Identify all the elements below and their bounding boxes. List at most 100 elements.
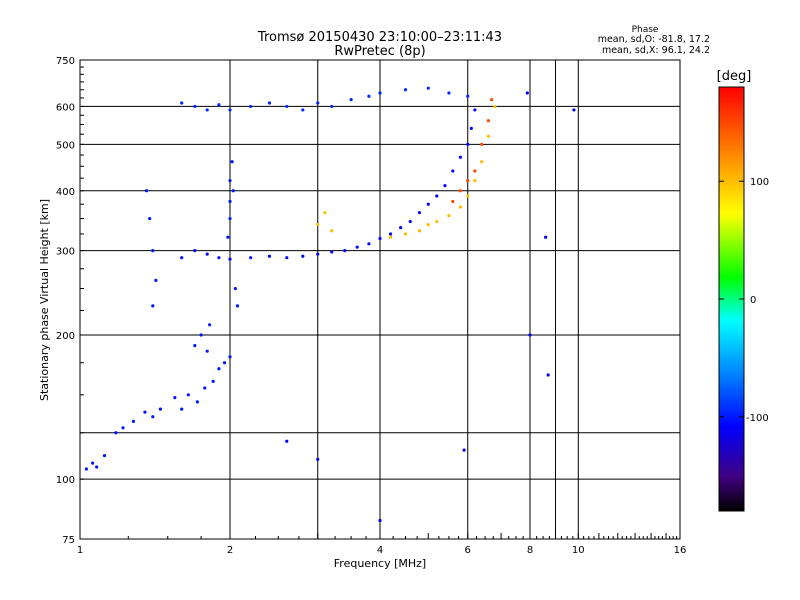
data-point (330, 229, 334, 233)
x-tick-label: 8 (527, 545, 533, 556)
data-point (228, 257, 232, 261)
data-point (316, 252, 320, 256)
data-point (466, 194, 470, 198)
data-point (466, 179, 470, 183)
data-point (301, 108, 305, 112)
data-point (285, 439, 289, 443)
data-point (228, 179, 232, 183)
data-point (469, 126, 473, 130)
data-point (230, 160, 234, 164)
data-point (84, 467, 88, 471)
x-axis-label: Frequency [MHz] (334, 557, 426, 570)
data-point (114, 431, 118, 435)
data-point (367, 94, 371, 98)
data-point (451, 169, 455, 173)
stats-x: mean, sd,X: 96.1, 24.2 (602, 45, 710, 56)
data-point (205, 252, 209, 256)
data-point (91, 461, 95, 465)
data-point (233, 286, 237, 291)
data-point (417, 229, 422, 233)
data-point (226, 235, 230, 239)
data-point (378, 518, 382, 523)
data-point (417, 211, 422, 215)
data-point (316, 222, 320, 227)
colorbar-ticks: 100 0 -100 (719, 177, 769, 424)
data-point (267, 254, 272, 258)
data-point (403, 232, 408, 236)
data-point (316, 101, 320, 105)
data-point (151, 415, 155, 419)
data-point (462, 448, 466, 452)
x-tick-label: 6 (465, 545, 471, 556)
data-point (466, 142, 470, 146)
data-point (473, 108, 477, 112)
data-point (205, 108, 209, 112)
data-points (84, 86, 576, 523)
data-point (330, 250, 334, 254)
data-point (355, 245, 359, 249)
x-tick-label: 2 (227, 545, 233, 556)
y-tick-label: 200 (56, 331, 75, 342)
data-point (447, 213, 451, 218)
data-point (378, 91, 382, 95)
data-point (193, 104, 197, 109)
data-point (249, 104, 253, 109)
data-point (451, 199, 455, 204)
data-point (235, 304, 240, 308)
data-point (480, 160, 484, 164)
data-point (205, 349, 209, 353)
data-point (195, 400, 199, 404)
data-point (193, 249, 197, 253)
data-point (228, 199, 232, 204)
y-tick-label: 75 (62, 535, 75, 546)
y-axis: 75 100 200 300 400 500 600 750 (56, 56, 84, 546)
data-point (473, 169, 477, 173)
data-point (207, 323, 212, 327)
data-point (330, 104, 334, 109)
data-point (458, 205, 463, 209)
data-point (544, 235, 548, 239)
data-point (525, 91, 529, 95)
x-tick-label: 1 (77, 545, 83, 556)
data-point (222, 361, 227, 365)
data-point (408, 219, 412, 224)
data-point (486, 134, 490, 138)
data-point (480, 142, 484, 146)
data-point (388, 235, 393, 239)
grid-lines (80, 60, 680, 539)
data-point (572, 108, 576, 112)
data-point (186, 393, 190, 397)
data-point (323, 211, 327, 215)
data-point (388, 232, 393, 236)
data-point (217, 256, 221, 260)
data-point (403, 88, 408, 92)
data-point (349, 97, 353, 102)
x-tick-label: 4 (377, 545, 383, 556)
data-point (458, 155, 463, 159)
data-point (367, 242, 371, 246)
colorbar-label: [deg] (717, 69, 752, 84)
data-point (148, 216, 152, 221)
chart-subtitle: RwPretec (8p) (334, 44, 425, 59)
data-point (473, 179, 477, 183)
data-point (95, 465, 99, 469)
x-tick-label: 10 (572, 545, 585, 556)
data-point (180, 407, 184, 411)
data-point (121, 426, 125, 430)
data-point (447, 91, 451, 95)
data-point (102, 453, 107, 458)
colorbar-tick-label: 0 (750, 295, 756, 306)
data-point (426, 202, 430, 206)
data-point (426, 222, 430, 227)
y-tick-label: 300 (56, 247, 75, 258)
data-point (228, 216, 232, 221)
data-point (285, 104, 289, 109)
data-point (180, 101, 184, 105)
data-point (316, 457, 320, 461)
data-point (143, 410, 147, 414)
data-point (466, 94, 470, 98)
y-tick-label: 500 (56, 140, 75, 151)
data-point (193, 344, 197, 348)
data-point (231, 189, 235, 193)
